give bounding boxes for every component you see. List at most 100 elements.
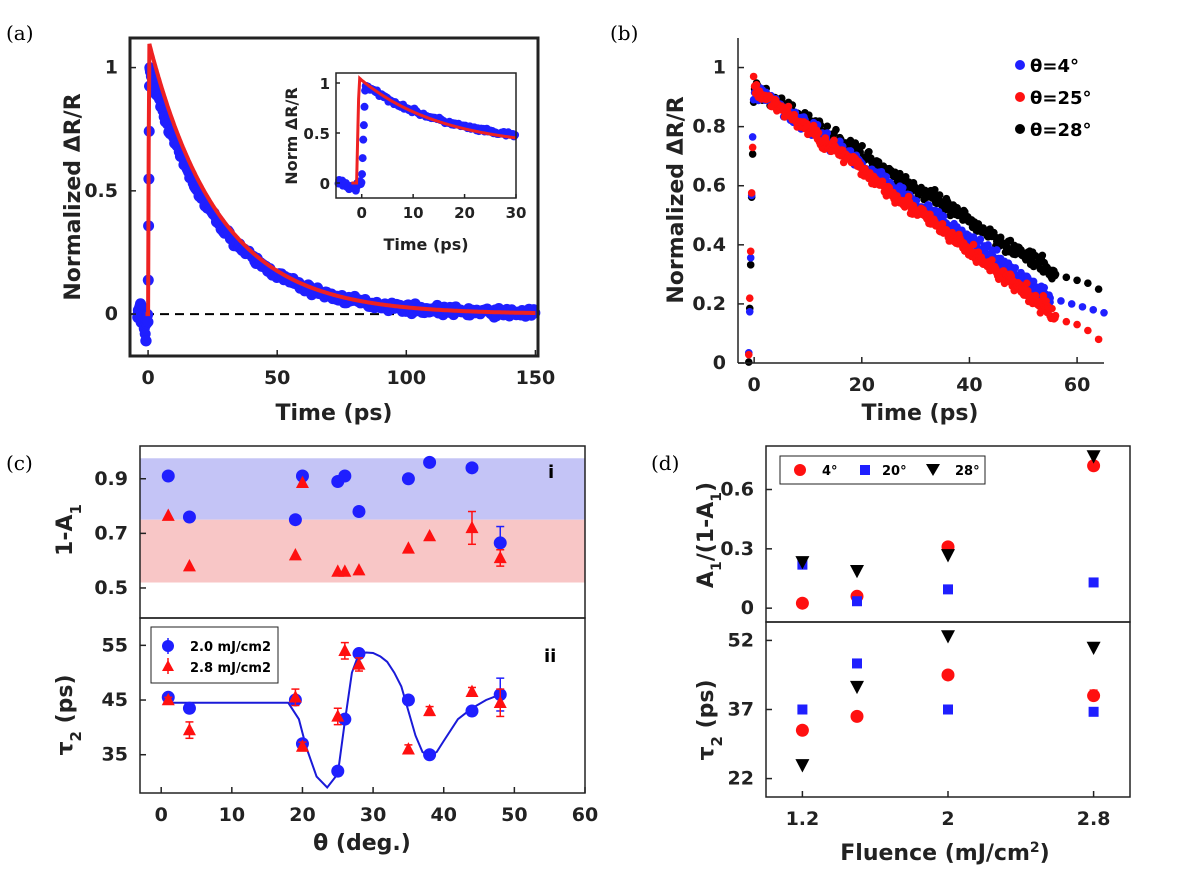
a-y-label-0: 0 (105, 303, 118, 325)
a-inset-data-point-41 (359, 121, 368, 130)
panel-label-a: (a) (6, 21, 34, 45)
b-x-label-1: 20 (849, 374, 875, 396)
c-ii-1-point-10 (493, 695, 507, 708)
a-inset-x-label: Time (ps) (383, 235, 468, 254)
c-ii-1-point-3 (295, 739, 309, 752)
c-legend-box (150, 626, 279, 684)
d-bottom-2-point-3 (1086, 641, 1101, 656)
c-ii-x-label-1: 10 (219, 804, 245, 826)
b-1-point-210 (948, 228, 957, 237)
b-legend: θ=4° θ=25° θ=28° (1015, 56, 1092, 141)
d-bottom-y-label: τ2 (ps) (694, 679, 726, 760)
b-1-point-3 (747, 189, 756, 197)
b-1-point-72 (814, 128, 823, 137)
d-top-0-point-0 (795, 596, 809, 610)
c-i-data-points (161, 455, 507, 577)
a-inset-x-label-1: 10 (403, 204, 424, 222)
b-x-label-2: 40 (956, 374, 982, 396)
d-top-1-point-2 (943, 584, 953, 595)
c-i-y-label: 1-A1 (53, 504, 85, 556)
d-bottom-2-point-1 (850, 680, 864, 695)
b-1-point-232 (969, 240, 978, 249)
b-y-label-0: 0 (713, 352, 726, 374)
c-ii-1-point-5 (338, 643, 352, 657)
d-bottom-0-point-1 (850, 709, 864, 723)
c-i-0-point-5 (338, 469, 352, 483)
a-inset-y-label: Norm ΔR/R (282, 87, 301, 184)
c-i-1-point-10 (493, 550, 507, 564)
d-legend-marker-4 (794, 464, 806, 476)
d-legend: 4° 20° 28° (779, 455, 986, 485)
b-1-tail-point-3 (1084, 326, 1092, 335)
b-1-tail-point-2 (1073, 320, 1081, 329)
b-legend-label-25: θ=25° (1030, 88, 1092, 109)
d-top-y-ticks: 0 0.3 0.6 (720, 479, 772, 619)
b-1-point-2 (746, 247, 755, 256)
c-ii-y-label-unit: (ps) (53, 674, 78, 731)
d-top-2-point-2 (941, 549, 955, 563)
a-y-label-2: 1 (105, 57, 118, 79)
b-1-point-88 (830, 136, 838, 145)
d-legend-label-4: 4° (822, 464, 838, 479)
b-y-label: Normalized ΔR/R (664, 96, 689, 303)
b-x-ticks: 0 20 40 60 (748, 357, 1090, 396)
b-2-tail-point-3 (1084, 279, 1092, 288)
c-legend-label-2p8: 2.8 mJ/cm2 (190, 661, 271, 676)
panel-b: 0 20 40 60 0 0.2 0.4 0.6 0.8 1 Time (ps) Normali… (664, 38, 1108, 426)
c-i-0-point-7 (401, 472, 415, 486)
d-legend-label-28: 28° (955, 464, 980, 479)
d-bottom-x-label-1: 2 (941, 808, 954, 830)
b-0-point-2 (746, 254, 755, 262)
c-ii-y-label: τ2 (ps) (53, 674, 85, 755)
b-2-point-124 (865, 147, 873, 156)
b-1-point-0 (744, 350, 753, 359)
d-bottom-y-label-subscript: 2 (708, 736, 726, 746)
a-x-label-3: 150 (516, 367, 556, 389)
d-bottom-x-label: Fluence (mJ/cm2) (840, 840, 1049, 866)
b-2-point-117 (858, 141, 866, 150)
c-ii-1-point-1 (182, 722, 196, 736)
a-inset-data-point-39 (358, 154, 367, 163)
b-x-label-3: 60 (1064, 374, 1090, 396)
d-top-1-point-1 (852, 596, 862, 607)
c-i-1-point-6 (352, 563, 366, 576)
c-ii-1-point-2 (288, 690, 302, 703)
b-2-point-90 (832, 125, 840, 134)
c-ii-0-point-7 (401, 693, 415, 707)
c-i-1-point-7 (401, 541, 415, 554)
c-legend: 2.0 mJ/cm2 2.8 mJ/cm2 (150, 626, 279, 684)
b-x-label-0: 0 (748, 374, 761, 396)
b-2-point-0 (744, 358, 753, 366)
a-inset-data-point-40 (359, 135, 368, 144)
b-1-point-287 (1023, 279, 1031, 288)
panel-a: 0 50 100 150 00.51 Time (ps) Normalized ΔR/… (61, 36, 555, 426)
b-2-point-4 (748, 150, 757, 158)
b-y-label-5: 1 (713, 57, 726, 79)
c-ii-y-label-0: 35 (102, 744, 128, 766)
c-legend-marker-2p0 (162, 640, 174, 652)
b-1-point-288 (1023, 287, 1032, 295)
b-1-point-313 (1048, 304, 1056, 313)
c-i-1-point-2 (288, 548, 302, 561)
a-x-ticks: 0 50 100 150 (141, 350, 555, 389)
c-i-y-label-1: 0.7 (94, 522, 128, 544)
d-top-y-label-sub1: 1 (709, 561, 725, 571)
d-bottom-data-points (795, 630, 1101, 773)
c-ii-axes-box (139, 617, 586, 794)
b-0-point-239 (976, 235, 985, 244)
b-1-tail-point-1 (1062, 317, 1071, 326)
d-bottom-0-point-2 (941, 668, 955, 682)
a-data-point-33 (142, 316, 154, 328)
d-bottom-y-label-2: 52 (728, 629, 754, 651)
d-bottom-x-ticks: 1.2 2 2.8 (786, 791, 1110, 830)
d-top-y-label-mid: /(1-A (694, 502, 719, 562)
b-0-tail-point-3 (1078, 303, 1087, 311)
c-ii-0-point-5 (338, 712, 352, 726)
c-ii-x-label: θ (deg.) (313, 831, 411, 856)
a-inset-y-label-0: 0 (320, 175, 330, 193)
d-top-1-point-3 (1088, 577, 1099, 588)
b-y-label-1: 0.2 (692, 293, 726, 315)
a-inset-y-label-2: 1 (320, 75, 330, 93)
c-ii-1-point-4 (331, 709, 345, 722)
b-0-point-305 (1040, 283, 1049, 292)
